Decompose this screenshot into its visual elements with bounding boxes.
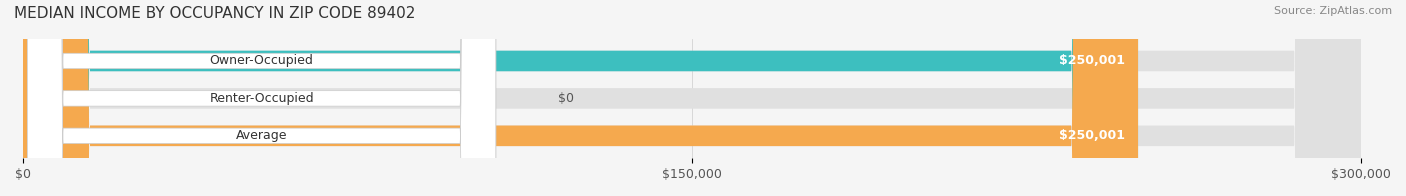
FancyBboxPatch shape xyxy=(28,0,496,196)
Text: Source: ZipAtlas.com: Source: ZipAtlas.com xyxy=(1274,6,1392,16)
FancyBboxPatch shape xyxy=(22,0,1361,196)
FancyBboxPatch shape xyxy=(22,0,1361,196)
Text: $0: $0 xyxy=(558,92,574,105)
Text: $250,001: $250,001 xyxy=(1059,129,1125,142)
FancyBboxPatch shape xyxy=(28,0,496,196)
Text: MEDIAN INCOME BY OCCUPANCY IN ZIP CODE 89402: MEDIAN INCOME BY OCCUPANCY IN ZIP CODE 8… xyxy=(14,6,415,21)
Text: Renter-Occupied: Renter-Occupied xyxy=(209,92,314,105)
Text: Owner-Occupied: Owner-Occupied xyxy=(209,54,314,67)
FancyBboxPatch shape xyxy=(22,0,1137,196)
Text: Average: Average xyxy=(236,129,287,142)
FancyBboxPatch shape xyxy=(28,0,496,196)
FancyBboxPatch shape xyxy=(22,0,1361,196)
FancyBboxPatch shape xyxy=(22,0,1137,196)
Text: $250,001: $250,001 xyxy=(1059,54,1125,67)
